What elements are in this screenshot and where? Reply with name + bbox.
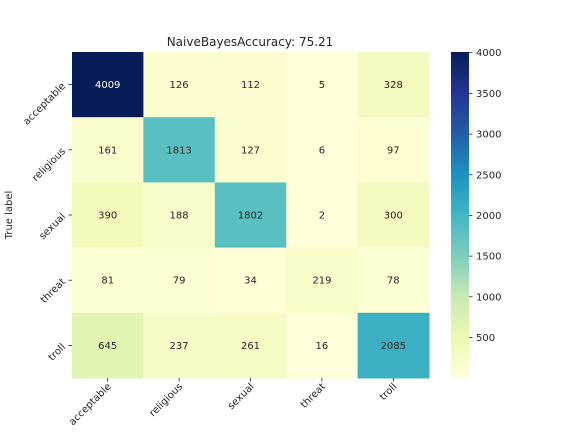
y-tick-label: sexual	[37, 211, 68, 242]
heatmap-cell	[143, 312, 216, 379]
cell-value-label: 328	[384, 80, 403, 91]
heatmap-cell	[214, 52, 287, 118]
x-tick-labels: acceptable religious sexual threat troll	[67, 378, 399, 428]
colorbar-tick-label: 2000	[476, 211, 501, 222]
colorbar-gradient	[451, 52, 469, 378]
cell-value-label: 261	[241, 341, 260, 352]
heatmap-cells: 4009 126 112 5 328 161 1813 127 6 97 390 188 1802 2 30…	[72, 52, 430, 379]
cell-value-label: 2085	[381, 341, 406, 352]
cell-value-label: 127	[241, 145, 260, 156]
heatmap-cell	[72, 247, 144, 314]
x-tick-label: sexual	[226, 381, 257, 412]
cell-value-label: 390	[98, 211, 117, 222]
y-tick-label: religious	[30, 146, 68, 184]
cell-value-label: 4009	[95, 80, 120, 91]
x-tick-label: threat	[299, 381, 328, 410]
cell-value-label: 79	[173, 276, 186, 287]
y-tick-label: acceptable	[21, 81, 68, 128]
heatmap-cell	[357, 182, 430, 249]
heatmap-cell	[357, 247, 430, 314]
cell-value-label: 34	[244, 276, 257, 287]
cell-value-label: 645	[98, 341, 117, 352]
chart-title: NaiveBayesAccuracy: 75.21	[167, 35, 334, 49]
cell-value-label: 78	[387, 276, 400, 287]
heatmap-cell	[357, 312, 430, 379]
colorbar-tick-label: 2500	[476, 170, 501, 181]
cell-value-label: 188	[170, 211, 189, 222]
cell-value-label: 300	[384, 211, 403, 222]
heatmap-cell	[72, 182, 144, 249]
heatmap-cell	[286, 52, 359, 118]
colorbar: 500 1000 1500 2000 2500 3000 3500 4000	[451, 48, 501, 378]
heatmap-cell	[286, 182, 359, 249]
heatmap-cell	[143, 52, 216, 118]
heatmap-cell	[357, 117, 430, 183]
cell-value-label: 16	[316, 341, 329, 352]
cell-value-label: 1802	[238, 211, 263, 222]
cell-value-label: 2	[319, 211, 325, 222]
heatmap-cell	[214, 247, 287, 314]
y-axis-label: True label	[4, 191, 15, 241]
cell-value-label: 237	[170, 341, 189, 352]
cell-value-label: 6	[319, 145, 325, 156]
x-tick-label: acceptable	[67, 381, 114, 428]
heatmap-cell	[72, 117, 144, 183]
colorbar-tick-label: 4000	[476, 48, 501, 59]
cell-value-label: 161	[98, 145, 117, 156]
y-tick-labels: acceptable religious sexual threat troll	[21, 81, 72, 363]
heatmap-cell	[214, 117, 287, 183]
heatmap-cell	[72, 312, 144, 379]
heatmap-cell	[357, 52, 430, 118]
cell-value-label: 112	[241, 80, 260, 91]
heatmap-cell	[143, 117, 216, 183]
cell-value-label: 126	[170, 80, 189, 91]
cell-value-label: 81	[101, 276, 114, 287]
heatmap-cell	[286, 312, 359, 379]
cell-value-label: 5	[319, 80, 325, 91]
x-tick-label: religious	[147, 381, 185, 419]
heatmap-cell	[143, 247, 216, 314]
cell-value-label: 1813	[166, 145, 191, 156]
colorbar-tick-label: 3500	[476, 89, 501, 100]
heatmap-cell	[286, 247, 359, 314]
heatmap-cell	[72, 52, 144, 118]
x-tick-label: troll	[378, 381, 400, 403]
colorbar-tick-label: 1500	[476, 252, 501, 263]
colorbar-tick-label: 1000	[476, 292, 501, 303]
y-tick-label: threat	[39, 276, 68, 305]
colorbar-tick-label: 500	[476, 333, 495, 344]
cell-value-label: 219	[312, 276, 331, 287]
heatmap-cell	[143, 182, 216, 249]
heatmap-cell	[214, 182, 287, 249]
y-tick-label: troll	[47, 342, 69, 364]
heatmap-cell	[286, 117, 359, 183]
cell-value-label: 97	[387, 145, 400, 156]
heatmap-cell	[214, 312, 287, 379]
colorbar-tick-label: 3000	[476, 130, 501, 141]
